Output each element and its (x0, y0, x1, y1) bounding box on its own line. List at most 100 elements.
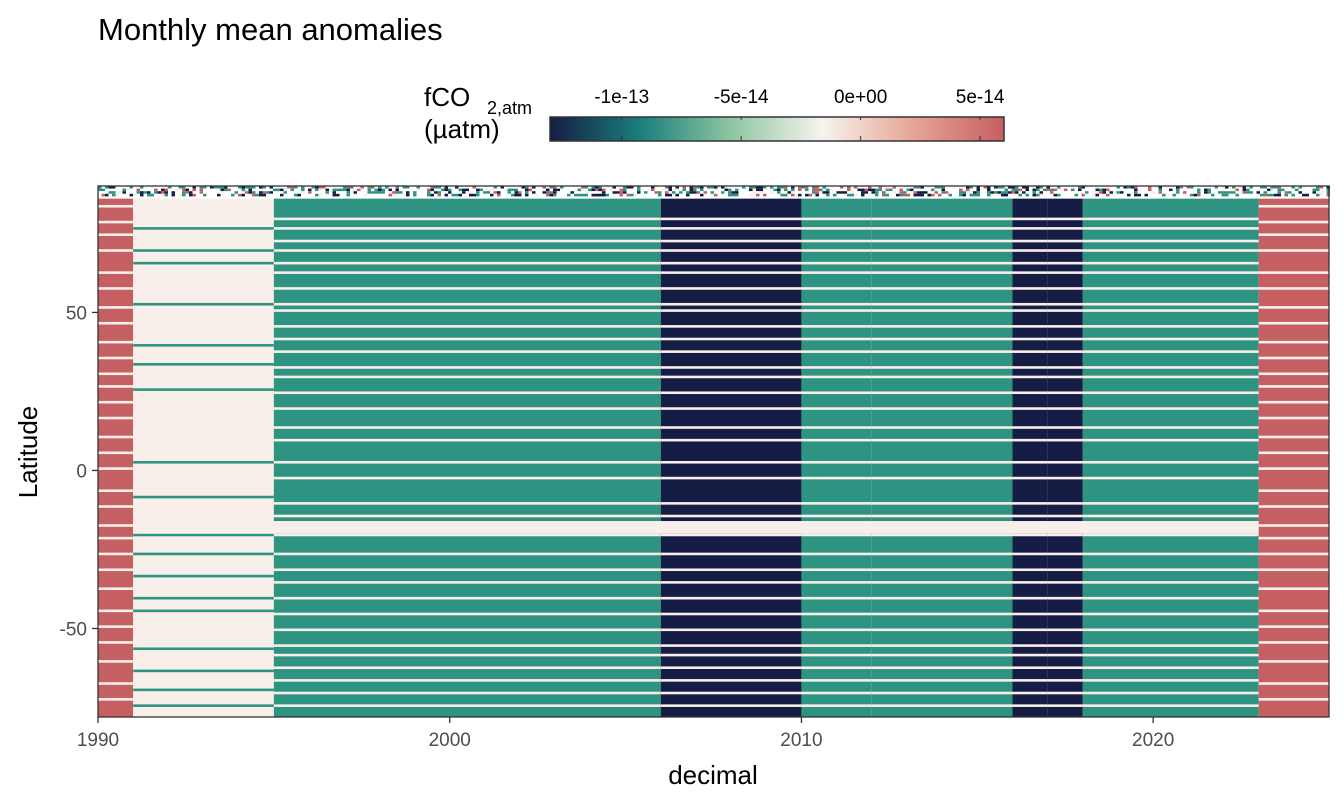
heatmap-gap-row (801, 407, 872, 410)
top-edge-cell (910, 191, 914, 194)
top-edge-cell (889, 191, 893, 194)
top-edge-cell (385, 186, 389, 189)
top-edge-cell (381, 193, 385, 197)
top-edge-cell (1249, 193, 1253, 197)
top-edge-cell (318, 191, 322, 194)
top-edge-cell (301, 193, 305, 197)
top-edge-cell (1204, 193, 1208, 197)
heatmap-gap-row (98, 489, 134, 493)
heatmap-gap-row (1047, 568, 1083, 572)
top-edge-cell (1323, 193, 1327, 197)
top-edge-cell (311, 188, 315, 192)
top-edge-cell (1074, 186, 1078, 189)
top-edge-cell (227, 191, 231, 194)
top-edge-cell (1001, 193, 1005, 197)
top-edge-cell (199, 193, 203, 197)
top-edge-cell (1127, 191, 1131, 194)
top-edge-cell (738, 186, 742, 189)
top-edge-cell (469, 191, 473, 194)
heatmap-gap-row (98, 587, 134, 591)
heatmap-gap-row (871, 653, 1013, 657)
heatmap-gap-row (1258, 536, 1329, 540)
top-edge-cell (784, 191, 788, 194)
top-edge-cell (665, 188, 669, 192)
top-edge-cell (647, 186, 651, 189)
top-edge-cell (1253, 191, 1257, 194)
top-edge-cell (826, 188, 830, 192)
top-edge-cell (528, 191, 532, 194)
top-edge-cell (941, 191, 945, 194)
top-edge-cell (941, 193, 945, 197)
top-edge-cell (339, 193, 343, 197)
top-edge-cell (1256, 193, 1260, 197)
top-edge-cell (850, 191, 854, 194)
top-edge-cell (868, 186, 872, 189)
top-edge-cell (955, 188, 959, 192)
top-edge-cell (924, 188, 928, 192)
top-edge-cell (780, 193, 784, 197)
top-edge-cell (332, 191, 336, 194)
heatmap-gap-row (801, 438, 872, 442)
top-edge-cell (819, 193, 823, 197)
top-edge-cell (483, 188, 487, 192)
top-edge-cell (525, 188, 529, 192)
top-edge-cell (206, 193, 210, 197)
top-edge-cell (647, 188, 651, 192)
top-edge-cell (1095, 191, 1099, 194)
top-edge-cell (329, 186, 333, 189)
top-edge-cell (364, 191, 368, 194)
top-edge-cell (1106, 188, 1110, 192)
top-edge-cell (703, 188, 707, 192)
heatmap-gap-row (871, 691, 1013, 695)
top-edge-cell (262, 191, 266, 194)
top-edge-cell (724, 193, 728, 197)
top-edge-cell (640, 186, 644, 189)
heatmap-gap-row (801, 514, 872, 518)
top-edge-cell (1134, 193, 1138, 197)
top-edge-cell (1319, 186, 1323, 189)
heatmap-gap-row (1012, 375, 1048, 379)
heatmap-gap-row (871, 287, 1013, 290)
heatmap-gap-row (1258, 306, 1329, 309)
heatmap-gap-row (1047, 679, 1083, 682)
top-edge-cell (1193, 186, 1197, 189)
top-edge-cell (304, 186, 308, 189)
heatmap-gap-row (1012, 596, 1048, 600)
top-edge-cell (1004, 188, 1008, 192)
top-edge-cell (913, 186, 917, 189)
heatmap-gap-row (660, 581, 802, 584)
top-edge-cell (133, 186, 137, 189)
top-edge-cell (640, 191, 644, 194)
top-edge-cell (983, 191, 987, 194)
top-edge-cell (675, 188, 679, 192)
top-edge-cell (1120, 188, 1124, 192)
top-edge-cell (994, 188, 998, 192)
top-edge-cell (644, 186, 648, 189)
top-edge-cell (700, 191, 704, 194)
top-edge-cell (962, 193, 966, 197)
top-edge-cell (199, 191, 203, 194)
top-edge-cell (990, 191, 994, 194)
top-edge-cell (241, 191, 245, 194)
top-edge-cell (1169, 188, 1173, 192)
top-edge-cell (472, 186, 476, 189)
top-edge-cell (448, 186, 452, 189)
top-edge-cell (927, 186, 931, 189)
top-edge-cell (171, 193, 175, 197)
top-edge-cell (287, 186, 291, 189)
top-edge-cell (539, 188, 543, 192)
top-edge-cell (791, 186, 795, 189)
top-edge-cell (847, 193, 851, 197)
top-edge-cell (199, 186, 203, 189)
x-tick-label: 2020 (1132, 730, 1174, 751)
top-edge-cell (1305, 191, 1309, 194)
top-edge-cell (479, 191, 483, 194)
top-edge-cell (1207, 188, 1211, 192)
top-edge-cell (612, 186, 616, 189)
heatmap-gap-row (273, 350, 661, 353)
top-edge-cell (1221, 193, 1225, 197)
top-edge-cell (1050, 186, 1054, 189)
heatmap-gap-row (871, 552, 1013, 556)
top-edge-cell (602, 191, 606, 194)
heatmap-block (801, 198, 872, 718)
